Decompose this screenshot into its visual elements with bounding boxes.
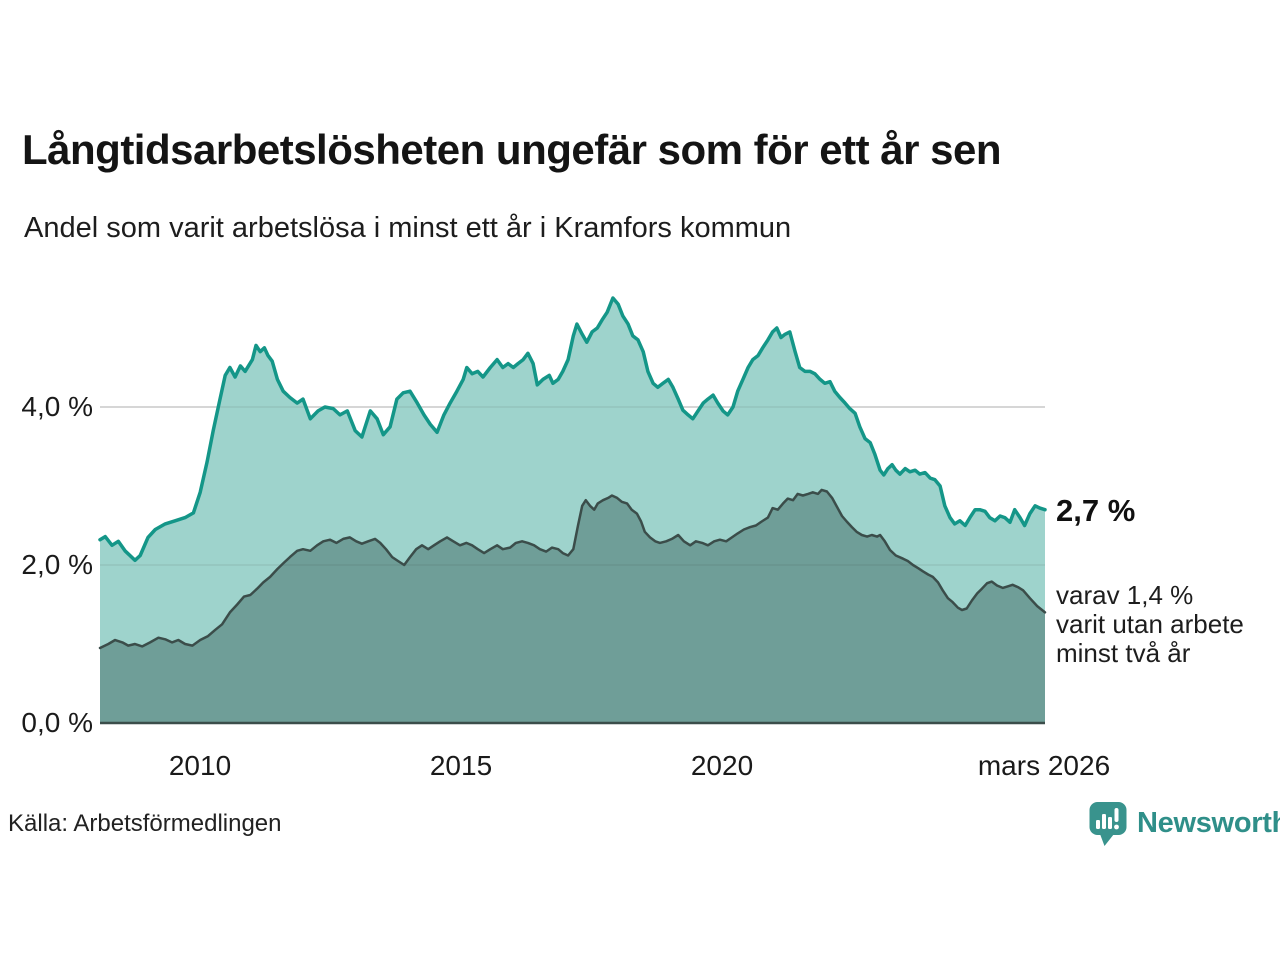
series-two-years-area-fill bbox=[100, 489, 1045, 723]
newsworthy-brand: Newsworthy bbox=[1088, 800, 1280, 847]
series-two-years-line bbox=[98, 488, 1047, 650]
page-title: Långtidsarbetslösheten ungefär som för e… bbox=[22, 126, 1002, 173]
x-axis-tick-mars-2026: mars 2026 bbox=[977, 750, 1111, 781]
newsworthy-logo-icon bbox=[1089, 802, 1127, 846]
x-axis-tick-2020: 2020 bbox=[690, 750, 754, 781]
note-line-2: varit utan arbete bbox=[1056, 609, 1244, 639]
gridlines-overlay bbox=[100, 406, 1045, 566]
y-axis-tick-4: 4,0 % bbox=[21, 391, 93, 422]
note-line-3: minst två år bbox=[1056, 638, 1191, 668]
series-total-line bbox=[98, 296, 1047, 563]
latest-value-label: 2,7 % bbox=[1056, 493, 1136, 528]
latest-subvalue-note: varav 1,4 % varit utan arbete minst två … bbox=[1056, 581, 1244, 668]
x-axis-tick-2015: 2015 bbox=[429, 750, 493, 781]
brand-name: Newsworthy bbox=[1137, 807, 1280, 839]
x-axis-tick-2010: 2010 bbox=[168, 750, 232, 781]
note-line-1: varav 1,4 % bbox=[1056, 580, 1194, 610]
y-axis-tick-2: 2,0 % bbox=[21, 549, 93, 580]
source-attribution: Källa: Arbetsförmedlingen bbox=[8, 810, 282, 837]
y-axis-tick-0: 0,0 % bbox=[21, 707, 93, 738]
page-subtitle: Andel som varit arbetslösa i minst ett å… bbox=[24, 212, 792, 244]
